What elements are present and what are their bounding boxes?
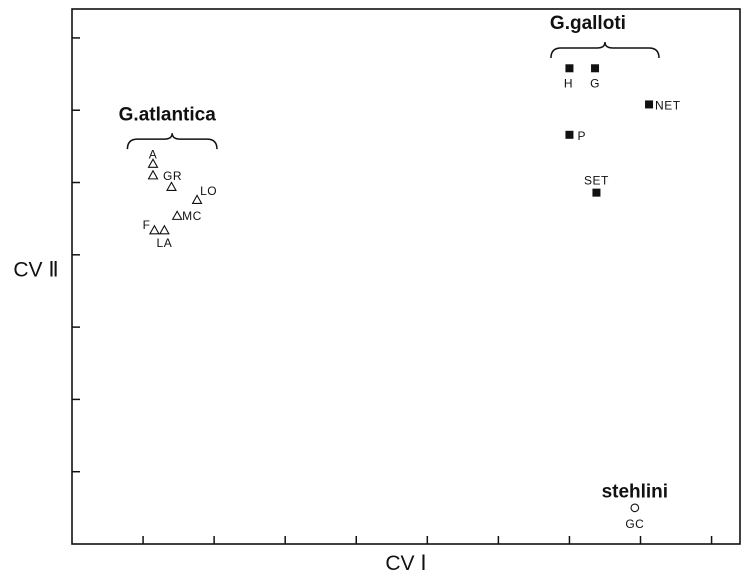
point-label: LO (200, 184, 217, 198)
triangle-marker (166, 181, 177, 192)
group-title: G.atlantica (119, 104, 217, 125)
point-label: GC (625, 517, 644, 531)
point-label: MC (182, 209, 202, 223)
plot-frame (71, 8, 741, 545)
triangle-marker (147, 169, 159, 180)
axis-ticks (72, 37, 713, 544)
square-marker (592, 188, 601, 197)
point-label: P (577, 129, 586, 143)
data-points (147, 64, 654, 513)
point-label: GR (163, 169, 182, 183)
point-label: F (143, 218, 151, 232)
square-marker (565, 64, 574, 73)
point-label: A (149, 148, 158, 162)
group-bracket (550, 41, 660, 59)
point-label: LA (157, 236, 173, 250)
chart-texts: CV Ⅰ CV Ⅱ G.atlantica A GR LO MC F LA G.galloti H G… (13, 13, 680, 575)
triangle-marker (158, 224, 170, 235)
triangle-marker (147, 158, 159, 168)
circle-marker (630, 503, 640, 513)
group-title: G.galloti (550, 13, 626, 34)
square-marker (645, 100, 654, 109)
triangle-marker (171, 210, 183, 220)
triangle-marker (191, 194, 203, 205)
point-label: SET (584, 174, 609, 188)
group-bracket (126, 133, 218, 150)
triangle-marker (148, 224, 160, 235)
square-marker (591, 64, 600, 73)
x-axis-title: CV Ⅰ (385, 552, 426, 575)
point-label: G (590, 76, 600, 90)
y-axis-title: CV Ⅱ (13, 258, 58, 281)
square-marker (565, 130, 574, 139)
point-label: NET (655, 98, 681, 112)
group-title: stehlini (602, 482, 669, 503)
point-label: H (564, 76, 573, 90)
